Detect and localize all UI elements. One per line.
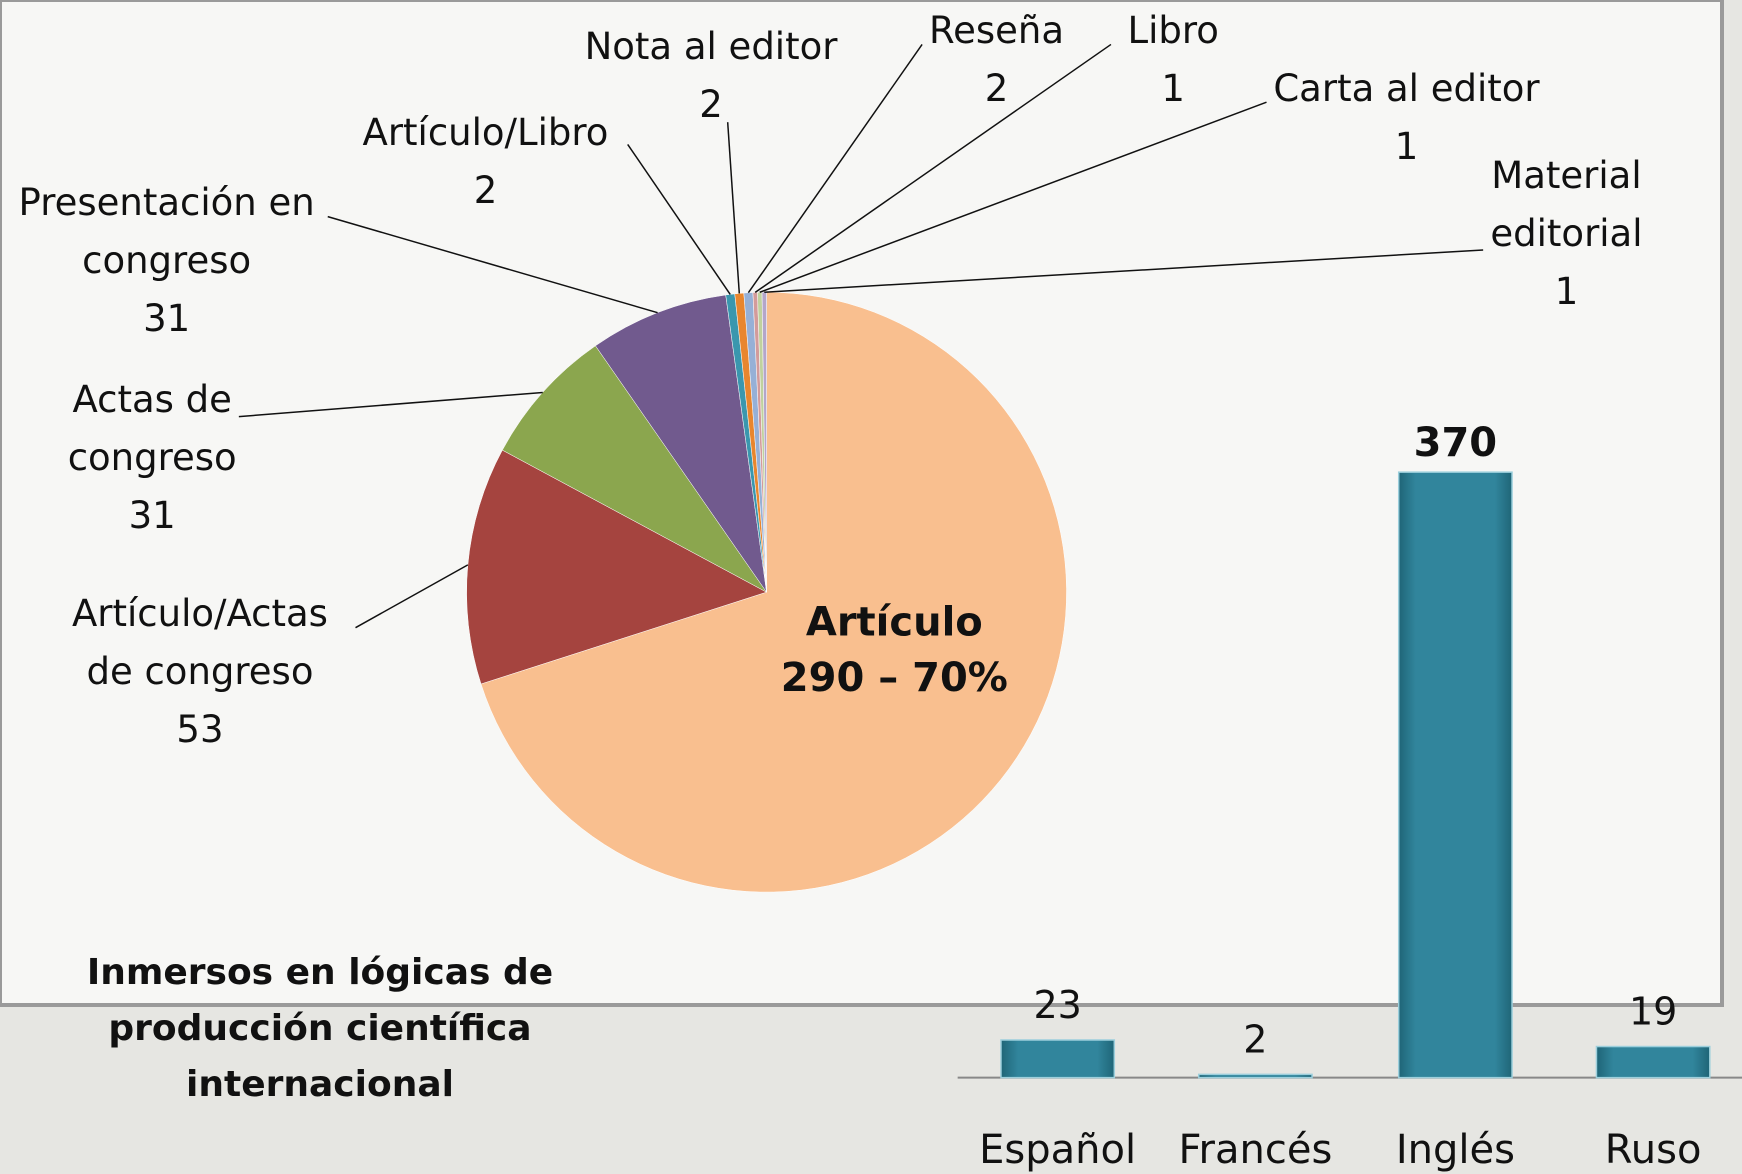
slice-label-block: Material editorial 1 bbox=[1472, 147, 1661, 321]
caption: Inmersos en lógicas de producción cientí… bbox=[60, 945, 580, 1113]
bar-value-label: 19 bbox=[1629, 990, 1677, 1034]
slice-value-label: 290 – 70% bbox=[781, 655, 1008, 701]
slice-label-box: Reseña 2 bbox=[919, 2, 1075, 202]
slice-label-block: Nota al editor 2 bbox=[567, 18, 856, 134]
slice-label-block: Actas de congreso 31 bbox=[52, 371, 252, 545]
slice-label-box: Artículo/Actas de congreso 53 bbox=[50, 585, 350, 785]
bar bbox=[1001, 1040, 1114, 1078]
bar bbox=[1596, 1047, 1709, 1078]
bar-value-label: 370 bbox=[1414, 420, 1498, 466]
slice-value-label: 2 bbox=[474, 169, 498, 212]
caption-box: Inmersos en lógicas de producción cientí… bbox=[60, 945, 580, 1125]
slice-label: Reseña bbox=[929, 9, 1064, 52]
slide: Inmersos en lógicas de producción cientí… bbox=[0, 0, 1742, 1174]
bar bbox=[1199, 1074, 1312, 1077]
x-tick-label: Inglés bbox=[1396, 1127, 1515, 1173]
slice-label: Actas de congreso bbox=[68, 378, 237, 479]
slice-label: Material editorial bbox=[1490, 154, 1642, 255]
slice-label: Artículo/Actas de congreso bbox=[72, 592, 328, 693]
x-tick-label: Francés bbox=[1178, 1127, 1332, 1173]
slice-label-block: Presentación en congreso 31 bbox=[0, 174, 339, 348]
page: Inmersos en lógicas de producción cientí… bbox=[0, 0, 1742, 1174]
slice-label-block: Reseña 2 bbox=[919, 2, 1075, 118]
slice-label: Presentación en congreso bbox=[19, 181, 315, 282]
slice-label: Nota al editor bbox=[585, 25, 838, 68]
slice-label: Carta al editor bbox=[1273, 67, 1539, 110]
x-tick-label: Español bbox=[979, 1127, 1136, 1173]
bar-value-label: 23 bbox=[1033, 983, 1081, 1027]
slice-label: Libro bbox=[1127, 9, 1218, 52]
slice-value-label: 2 bbox=[985, 67, 1009, 110]
slice-label-block: Libro 1 bbox=[1107, 2, 1240, 118]
slice-value-label: 1 bbox=[1555, 270, 1579, 313]
slice-value-label: 1 bbox=[1395, 125, 1419, 168]
slice-label-block: Artículo/Actas de congreso 53 bbox=[50, 585, 350, 759]
slice-label: Artículo bbox=[806, 599, 983, 645]
slice-value-label: 2 bbox=[699, 83, 723, 126]
slice-value-label: 31 bbox=[143, 297, 190, 340]
slice-label-box: Material editorial 1 bbox=[1472, 147, 1661, 347]
bar-value-label: 2 bbox=[1243, 1017, 1267, 1061]
slice-label-box: Nota al editor 2 bbox=[567, 18, 856, 218]
x-tick-label: Ruso bbox=[1605, 1127, 1702, 1173]
slice-label-box: Libro 1 bbox=[1107, 2, 1240, 202]
slice-value-label: 53 bbox=[176, 708, 223, 751]
slice-label-box: Presentación en congreso 31 bbox=[0, 174, 339, 374]
slice-value-label: 31 bbox=[129, 494, 176, 537]
bar bbox=[1399, 472, 1512, 1077]
slice-label-box: Actas de congreso 31 bbox=[52, 371, 252, 571]
slice-value-label: 1 bbox=[1161, 67, 1185, 110]
